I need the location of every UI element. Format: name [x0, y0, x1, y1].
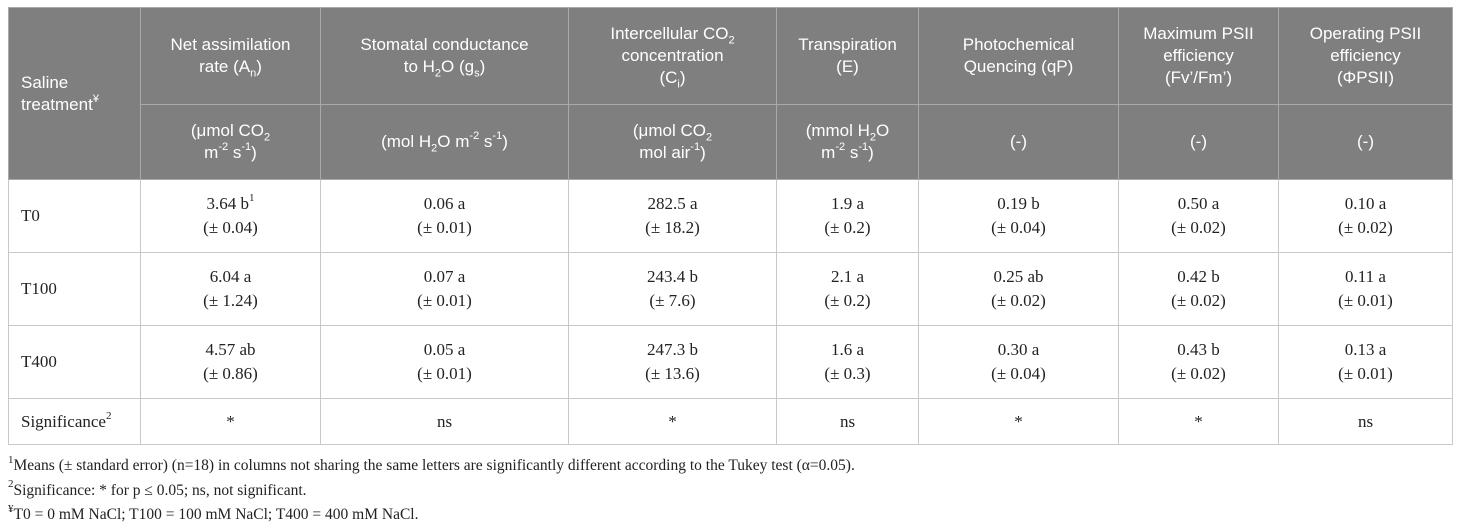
row-header-treatment: Saline treatment¥ [8, 7, 141, 180]
table-row: T0 3.64 b1 (± 0.04) 0.06 a (± 0.01) 282.5 … [8, 179, 1453, 253]
unit-net-assimilation: (μmol CO2 m-2 s-1) [140, 104, 321, 180]
col-header-operating-psii: Operating PSII efficiency (ΦPSII) [1278, 7, 1453, 105]
table-cell: 2.1 a (± 0.2) [776, 252, 919, 326]
table-cell: 1.9 a (± 0.2) [776, 179, 919, 253]
table-cell: 0.13 a (± 0.01) [1278, 325, 1453, 399]
table-cell: 0.19 b (± 0.04) [918, 179, 1119, 253]
table-cell: 247.3 b (± 13.6) [568, 325, 777, 399]
unit-intercellular-co2: (μmol CO2 mol air-1) [568, 104, 777, 180]
table-cell: 0.25 ab (± 0.02) [918, 252, 1119, 326]
table-row: T100 6.04 a (± 1.24) 0.07 a (± 0.01) 243.4… [8, 252, 1453, 326]
table-cell: 0.11 a (± 0.01) [1278, 252, 1453, 326]
footnote: 1Means (± standard error) (n=18) in colu… [8, 453, 855, 474]
col-header-transpiration: Transpiration (E) [776, 7, 919, 105]
col-header-photochemical-quenching: Photochemical Quencing (qP) [918, 7, 1119, 105]
header-row-units: (μmol CO2 m-2 s-1) (mol H2O m-2 s-1) (μm… [9, 104, 1453, 180]
unit-maximum-psii: (-) [1118, 104, 1279, 180]
table-cell: 0.43 b (± 0.02) [1118, 325, 1279, 399]
table-cell: 0.07 a (± 0.01) [320, 252, 569, 326]
table-cell: 0.06 a (± 0.01) [320, 179, 569, 253]
unit-stomatal-conductance: (mol H2O m-2 s-1) [320, 104, 569, 180]
significance-cell: ns [1278, 398, 1453, 445]
significance-cell: ns [776, 398, 919, 445]
table-cell: 0.50 a (± 0.02) [1118, 179, 1279, 253]
table-cell: 282.5 a (± 18.2) [568, 179, 777, 253]
col-header-net-assimilation: Net assimilation rate (An) [140, 7, 321, 105]
row-label: T100 [8, 252, 141, 326]
unit-transpiration: (mmol H2O m-2 s-1) [776, 104, 919, 180]
table-cell: 4.57 ab (± 0.86) [140, 325, 321, 399]
significance-cell: * [1118, 398, 1279, 445]
unit-photochemical-quenching: (-) [918, 104, 1119, 180]
unit-operating-psii: (-) [1278, 104, 1453, 180]
table-cell: 0.05 a (± 0.01) [320, 325, 569, 399]
results-table: Saline treatment¥ Net assimilation rate … [8, 7, 1453, 445]
footnote: 2Significance: * for p ≤ 0.05; ns, not s… [8, 478, 307, 499]
table-cell: 3.64 b1 (± 0.04) [140, 179, 321, 253]
significance-row: Significance2 * ns * ns * * ns [8, 398, 1453, 445]
header-row-names: Saline treatment¥ Net assimilation rate … [8, 7, 1453, 180]
table-cell: 0.10 a (± 0.02) [1278, 179, 1453, 253]
table-cell: 6.04 a (± 1.24) [140, 252, 321, 326]
row-label: T400 [8, 325, 141, 399]
col-header-intercellular-co2: Intercellular CO2 concentration (Ci) [568, 7, 777, 105]
table-cell: 0.30 a (± 0.04) [918, 325, 1119, 399]
significance-cell: * [568, 398, 777, 445]
table-cell: 1.6 a (± 0.3) [776, 325, 919, 399]
footnote: ¥T0 = 0 mM NaCl; T100 = 100 mM NaCl; T40… [8, 502, 419, 523]
results-table-container: Saline treatment¥ Net assimilation rate … [8, 7, 1453, 445]
significance-cell: * [140, 398, 321, 445]
footnotes: 1Means (± standard error) (n=18) in colu… [8, 454, 1452, 528]
col-header-stomatal-conductance: Stomatal conductance to H2O (gs) [320, 7, 569, 105]
row-label: Significance2 [8, 398, 141, 445]
col-header-maximum-psii: Maximum PSII efficiency (Fv’/Fm’) [1118, 7, 1279, 105]
row-label: T0 [8, 179, 141, 253]
table-cell: 0.42 b (± 0.02) [1118, 252, 1279, 326]
table-cell: 243.4 b (± 7.6) [568, 252, 777, 326]
significance-cell: ns [320, 398, 569, 445]
significance-cell: * [918, 398, 1119, 445]
table-row: T400 4.57 ab (± 0.86) 0.05 a (± 0.01) 247.… [8, 325, 1453, 399]
